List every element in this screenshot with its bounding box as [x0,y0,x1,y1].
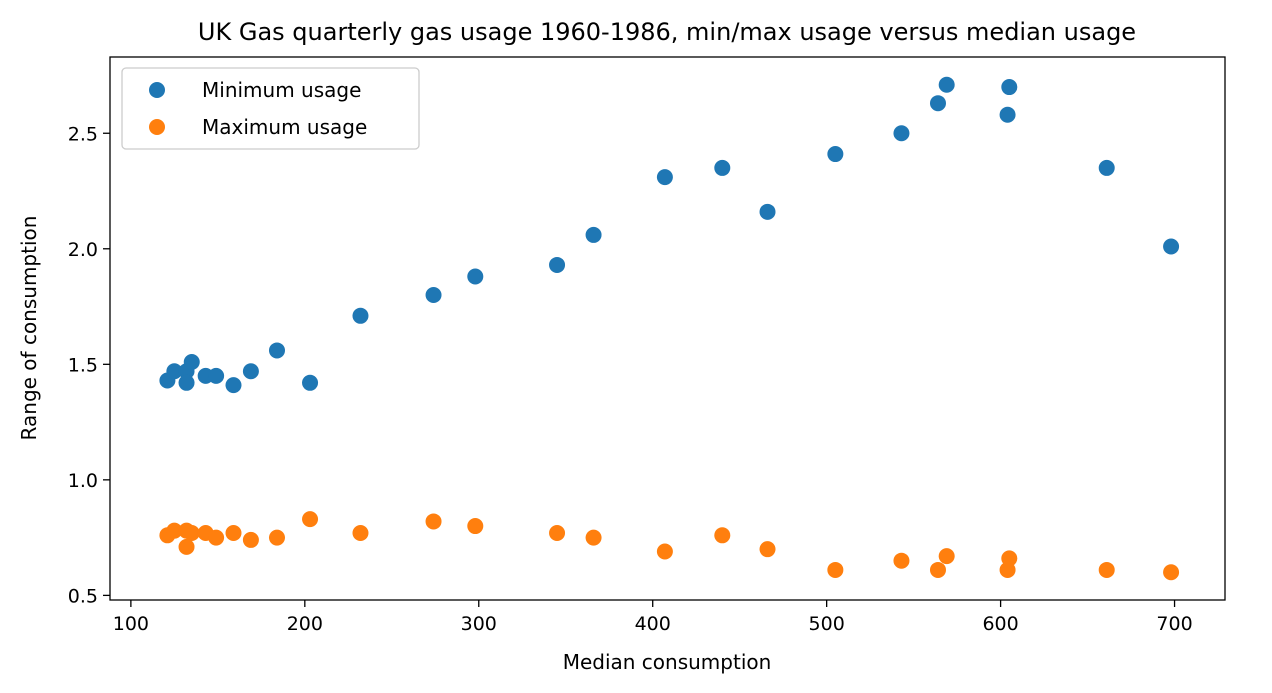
maximum-usage-point [1001,550,1018,567]
plot-frame [109,56,1226,601]
maximum-usage-point [225,524,242,541]
maximum-usage-point [929,561,946,578]
x-axis: 100 200 300 400 500 600 700 [113,600,1193,635]
minimum-usage-point [302,374,319,391]
y-tick-label: 1.0 [68,470,98,492]
minimum-usage-point [467,268,484,285]
minimum-usage-point [178,374,195,391]
maximum-usage-point [425,513,442,530]
minimum-usage-point [208,367,225,384]
maximum-usage-point [827,561,844,578]
minimum-usage-point [938,76,955,93]
minimum-usage-point [166,363,183,380]
x-tick-label: 700 [1156,613,1192,635]
legend-marker-minimum [149,82,165,98]
minimum-usage-point [929,95,946,112]
x-tick-label: 200 [287,613,323,635]
maximum-usage-point [656,543,673,560]
minimum-usage-point [999,106,1016,123]
y-axis: 0.5 1.0 1.5 2.0 2.5 [68,123,110,607]
maximum-usage-point [302,511,319,528]
maximum-usage-point [183,524,200,541]
data-points [159,76,1180,581]
x-tick-label: 600 [982,613,1018,635]
minimum-usage-point [1163,238,1180,255]
legend-label-minimum: Minimum usage [202,78,361,102]
y-tick-label: 2.5 [68,123,98,145]
minimum-usage-point [242,363,259,380]
y-tick-label: 2.0 [68,239,98,261]
minimum-usage-point [183,354,200,371]
maximum-usage-point [268,529,285,546]
y-tick-label: 1.5 [68,354,98,376]
minimum-usage-point [827,146,844,163]
legend-marker-maximum [149,119,165,135]
x-tick-label: 300 [461,613,497,635]
maximum-usage-point [242,531,259,548]
minimum-usage-point [268,342,285,359]
x-tick-label: 100 [113,613,149,635]
maximum-usage-point [714,527,731,544]
maximum-usage-point [166,522,183,539]
x-axis-label: Median consumption [563,650,772,674]
maximum-usage-point [178,538,195,555]
minimum-usage-point [1098,159,1115,176]
chart-title: UK Gas quarterly gas usage 1960-1986, mi… [198,18,1136,46]
minimum-usage-point [656,169,673,186]
maximum-usage-point [549,524,566,541]
minimum-usage-point [893,125,910,142]
y-axis-label: Range of consumption [17,216,41,441]
maximum-usage-point [893,552,910,569]
minimum-usage-point [759,203,776,220]
maximum-usage-point [938,548,955,565]
minimum-usage-point [714,159,731,176]
y-tick-label: 0.5 [68,585,98,607]
maximum-usage-point [352,524,369,541]
maximum-usage-point [759,541,776,558]
minimum-usage-point [1001,79,1018,96]
minimum-usage-point [425,286,442,303]
maximum-usage-point [1163,564,1180,581]
legend: Minimum usage Maximum usage [121,67,420,150]
maximum-usage-point [208,529,225,546]
minimum-usage-point [225,377,242,394]
minimum-usage-point [352,307,369,324]
minimum-usage-point [549,256,566,273]
maximum-usage-point [585,529,602,546]
x-tick-label: 500 [809,613,845,635]
legend-box [121,67,420,150]
maximum-usage-point [1098,561,1115,578]
legend-label-maximum: Maximum usage [202,115,367,139]
maximum-usage-point [467,518,484,535]
minimum-usage-point [585,226,602,243]
x-tick-label: 400 [635,613,671,635]
